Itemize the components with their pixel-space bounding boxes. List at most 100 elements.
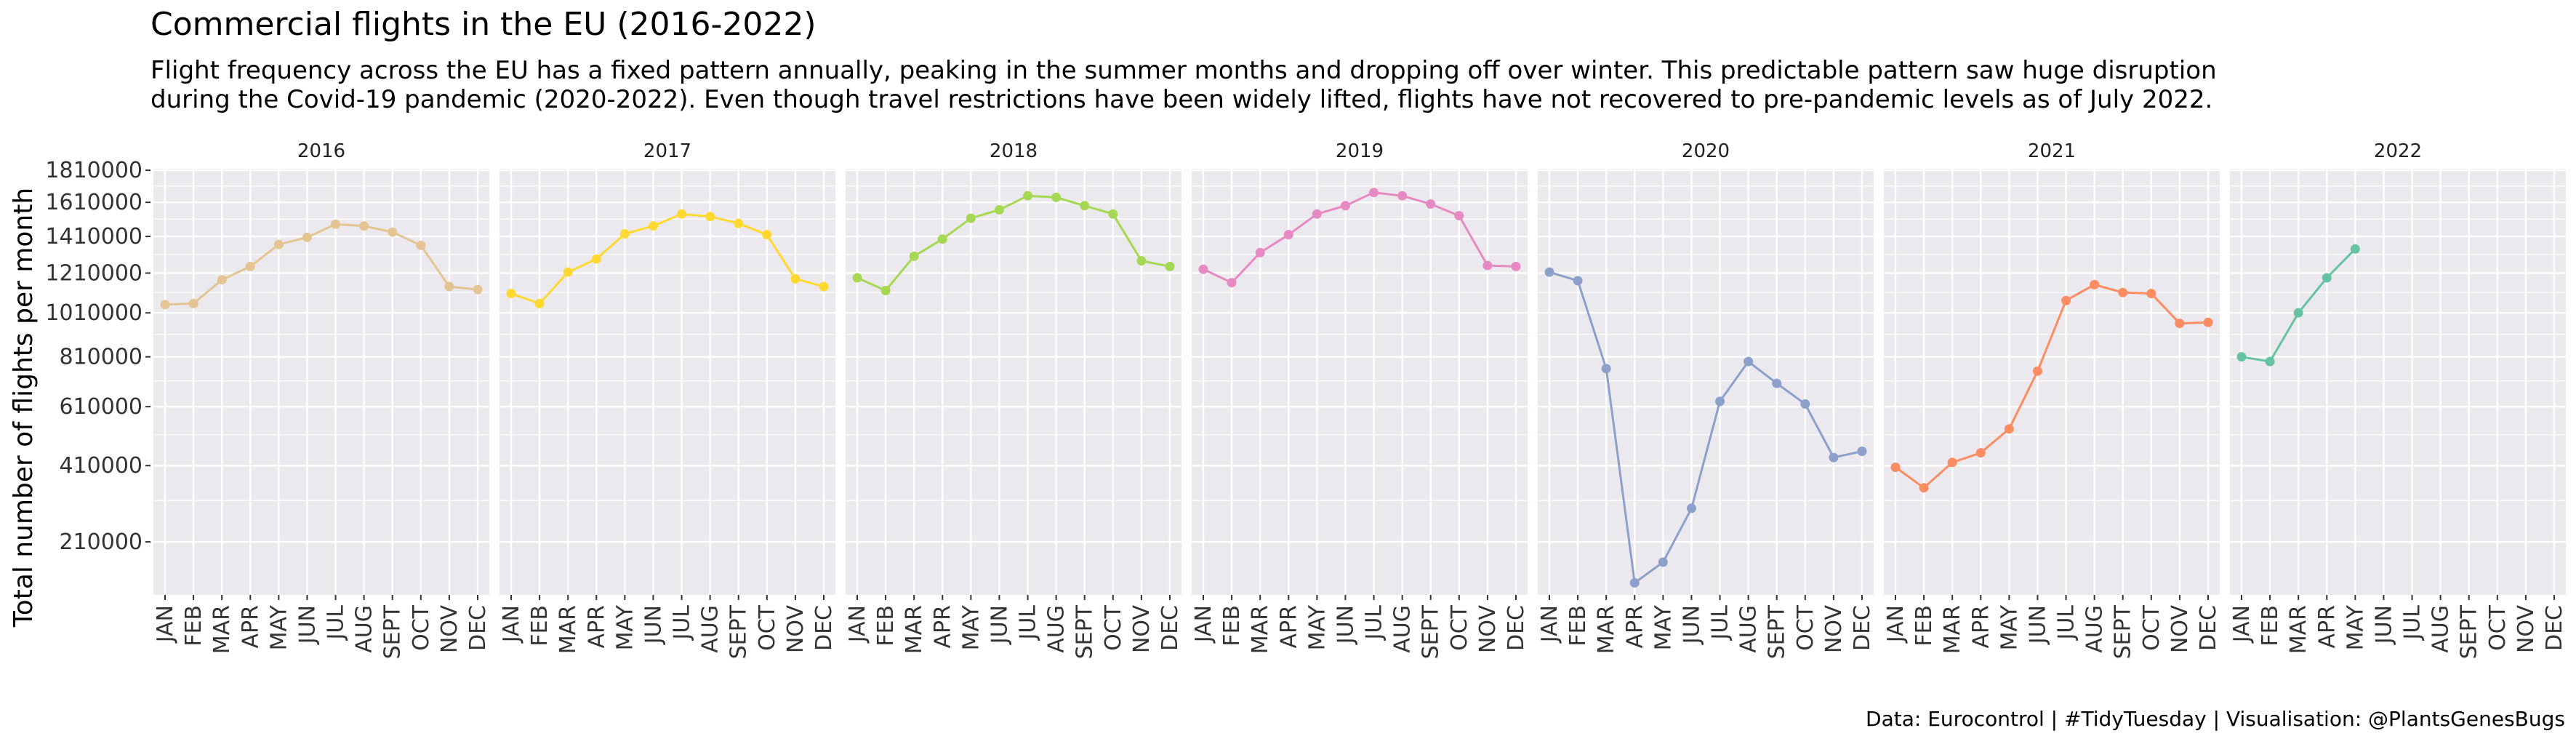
panel-background [2230, 169, 2566, 595]
facet-strip [153, 135, 489, 164]
x-tick-label: NOV [1475, 605, 1501, 654]
facet-strip [1538, 135, 1874, 164]
data-point [217, 275, 227, 285]
facet-strip-label: 2022 [2374, 140, 2422, 162]
data-point [2236, 352, 2247, 362]
x-tick-label: OCT [1793, 604, 1818, 651]
x-tick-label: FEB [1911, 605, 1937, 647]
x-tick-label: DEC [1157, 605, 1183, 651]
x-tick-label: JAN [845, 605, 870, 644]
x-tick-label: AUG [698, 605, 723, 653]
series-line-2019 [1203, 191, 1517, 284]
data-point [1426, 199, 1436, 209]
data-point [359, 221, 369, 231]
data-point [648, 221, 658, 231]
data-point [734, 218, 744, 228]
data-point [1283, 230, 1293, 240]
data-point [880, 285, 891, 295]
x-tick-label: JUL [324, 605, 349, 641]
data-point [1198, 264, 1208, 274]
data-point [852, 273, 862, 283]
x-tick-label: MAY [958, 604, 984, 650]
x-tick-label: MAY [266, 604, 292, 650]
facet-strip [2230, 135, 2566, 164]
x-tick-label: FEB [181, 605, 206, 647]
y-tick-label: 1010000 [45, 300, 143, 326]
data-point [1573, 276, 1583, 286]
facet-panel-2017: 2017 JAN FEB MAR APR MAY JUN JUL AUG SEPT OCT NOV DE… [499, 135, 837, 659]
data-point [302, 232, 312, 242]
data-point [2293, 308, 2303, 318]
x-tick-label: DEC [1504, 605, 1529, 651]
data-point [1369, 188, 1379, 198]
data-point [331, 219, 341, 229]
x-tick-label: OCT [409, 604, 434, 651]
x-tick-label: APR [238, 605, 263, 648]
facet-strip-label: 2019 [1336, 140, 1384, 162]
x-tick-label: MAR [1594, 605, 1619, 654]
data-point [1080, 201, 1090, 211]
facet-strip-label: 2021 [2028, 140, 2076, 162]
data-point [245, 261, 255, 271]
data-point [1340, 201, 1350, 211]
x-tick-label: SEPT [2457, 604, 2482, 659]
data-point [909, 251, 919, 261]
y-axis-label: Total number of flights per month [9, 188, 39, 628]
data-point [1255, 247, 1265, 257]
data-point [1629, 577, 1640, 588]
data-point [1772, 378, 1782, 388]
data-point [819, 281, 829, 292]
facet-strip-label: 2016 [297, 140, 345, 162]
data-point [1544, 267, 1554, 277]
data-point [2203, 317, 2213, 327]
x-tick-label: MAY [612, 604, 638, 650]
x-tick-label: FEB [1565, 605, 1591, 647]
panel-background [1538, 169, 1874, 595]
chart-caption: Data: Eurocontrol | #TidyTuesday | Visua… [1866, 707, 2565, 731]
x-tick-label: DEC [1850, 605, 1875, 651]
panel-background [1192, 169, 1528, 595]
x-tick-label: JAN [153, 605, 178, 644]
data-point [188, 298, 198, 308]
x-tick-label: SEPT [726, 604, 752, 659]
data-point [2118, 287, 2128, 297]
x-tick-label: OCT [2485, 604, 2511, 651]
chart-title: Commercial flights in the EU (2016-2022) [151, 6, 816, 43]
y-tick-label: 610000 [59, 394, 143, 420]
x-tick-label: SEPT [2111, 604, 2136, 659]
x-tick-label: DEC [2196, 605, 2221, 651]
x-tick-label: SEPT [1765, 604, 1790, 659]
x-tick-label: OCT [755, 604, 780, 651]
x-tick-label: JUN [1679, 605, 1704, 645]
x-tick-label: DEC [2542, 605, 2567, 651]
data-point [2032, 366, 2042, 376]
data-point [506, 289, 516, 299]
x-tick-label: MAY [1304, 604, 1330, 650]
data-point [273, 239, 284, 249]
data-point [444, 281, 454, 292]
data-point [473, 284, 483, 295]
x-tick-label: JAN [1191, 605, 1216, 644]
x-tick-label: JUN [641, 605, 666, 645]
panel-background [1884, 169, 2220, 595]
facet-panel-2019: 2019 JAN FEB MAR APR MAY JUN JUL AUG SEPT OCT NOV DE… [1191, 135, 1529, 659]
x-tick-label: AUG [1390, 605, 1416, 653]
data-point [790, 273, 801, 284]
data-point [1890, 462, 1901, 472]
x-tick-label: MAR [902, 605, 927, 654]
data-point [1744, 356, 1754, 367]
chart-subtitle-line-1: Flight frequency across the EU has a fix… [151, 56, 2217, 85]
x-tick-label: JUL [1708, 605, 1733, 641]
data-point [2265, 356, 2275, 367]
data-point [2322, 273, 2332, 283]
data-point [591, 254, 601, 264]
facet-strip [1192, 135, 1528, 164]
facet-strip [846, 135, 1181, 164]
data-point [1800, 399, 1810, 409]
data-point [534, 298, 545, 308]
facet-panel-2021: 2021 JAN FEB MAR APR MAY JUN JUL AUG SEPT OCT NOV DE… [1883, 135, 2221, 659]
x-tick-label: APR [1968, 605, 1994, 648]
data-point [416, 240, 426, 250]
facet-strip [1884, 135, 2220, 164]
